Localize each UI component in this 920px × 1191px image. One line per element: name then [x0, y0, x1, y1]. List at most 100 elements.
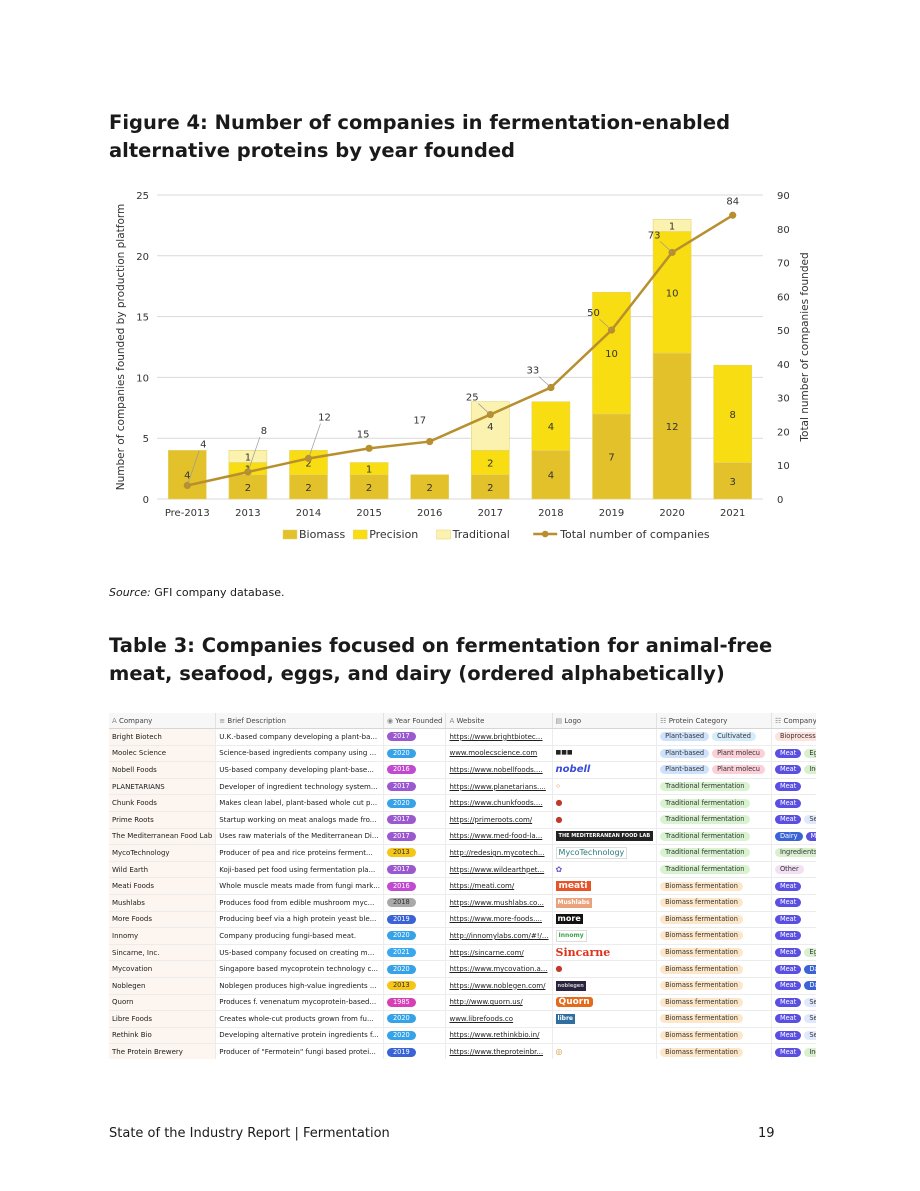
year-cell[interactable]: 2018 [383, 894, 447, 912]
company-focus-cell[interactable]: MeatSeafood [771, 811, 816, 829]
description-cell[interactable]: Koji-based pet food using fermentation p… [215, 861, 384, 879]
protein-category-cell[interactable]: Traditional fermentation [656, 794, 772, 812]
column-header[interactable]: A Company [109, 713, 217, 729]
protein-category-cell[interactable]: Traditional fermentation [656, 861, 772, 879]
protein-category-cell[interactable]: Plant-based Plant molecu [656, 745, 772, 763]
table-row[interactable]: Innomy Company producing fungi-based meat… [109, 927, 816, 945]
year-cell[interactable]: 2017 [383, 828, 447, 846]
year-cell[interactable]: 2020 [383, 794, 447, 812]
website-cell[interactable]: https://www.noblegen.com/ [445, 977, 553, 995]
year-cell[interactable]: 2020 [383, 745, 447, 763]
company-focus-cell[interactable]: MeatIngredients and i [771, 1043, 816, 1059]
protein-category-cell[interactable]: Biomass fermentation [656, 960, 772, 978]
table-row[interactable]: Quorn Produces f. venenatum mycoprotein-b… [109, 994, 816, 1012]
year-cell[interactable]: 2020 [383, 927, 447, 945]
website-cell[interactable]: www.librefoods.co [445, 1010, 553, 1028]
company-focus-cell[interactable]: MeatDairyIngredie [771, 960, 816, 978]
protein-category-cell[interactable]: Biomass fermentation [656, 911, 772, 929]
website-cell[interactable]: https://www.theproteinbr... [445, 1043, 553, 1059]
logo-cell[interactable]: Innomy [552, 927, 658, 945]
year-cell[interactable]: 2017 [383, 728, 447, 746]
description-cell[interactable]: Developer of ingredient technology syste… [215, 778, 384, 796]
year-cell[interactable]: 2016 [383, 877, 447, 895]
website-cell[interactable]: https://www.nobellfoods.... [445, 761, 553, 779]
year-cell[interactable]: 2019 [383, 911, 447, 929]
company-cell[interactable]: Mushlabs [109, 894, 217, 912]
description-cell[interactable]: Singapore based mycoprotein technology c… [215, 960, 384, 978]
logo-cell[interactable]: nobell [552, 761, 658, 779]
protein-category-cell[interactable]: Traditional fermentation [656, 844, 772, 862]
year-cell[interactable]: 2016 [383, 761, 447, 779]
logo-cell[interactable]: libre [552, 1010, 658, 1028]
description-cell[interactable]: Producing beef via a high protein yeast … [215, 911, 384, 929]
company-cell[interactable]: Chunk Foods [109, 794, 217, 812]
company-cell[interactable]: The Mediterranean Food Lab [109, 828, 217, 846]
website-cell[interactable]: https://www.planetarians.... [445, 778, 553, 796]
company-focus-cell[interactable]: Bioprocessing infrastru... [771, 728, 816, 746]
protein-category-cell[interactable]: Biomass fermentation [656, 977, 772, 995]
logo-cell[interactable]: MycoTechnology [552, 844, 658, 862]
table-row[interactable]: Nobell Foods US-based company developing … [109, 761, 816, 779]
description-cell[interactable]: Makes clean label, plant-based whole cut… [215, 794, 384, 812]
table-row[interactable]: PLANETARIANS Developer of ingredient tech… [109, 778, 816, 796]
logo-cell[interactable]: THE MEDITERRANEAN FOOD LAB [552, 828, 658, 846]
website-cell[interactable]: http://www.quorn.us/ [445, 994, 553, 1012]
description-cell[interactable]: Uses raw materials of the Mediterranean … [215, 828, 384, 846]
company-focus-cell[interactable]: Meat [771, 927, 816, 945]
website-cell[interactable]: https://www.wildearthpet... [445, 861, 553, 879]
website-cell[interactable]: http://innomylabs.com/#!/... [445, 927, 553, 945]
company-focus-cell[interactable]: MeatDairyIngredie [771, 977, 816, 995]
company-cell[interactable]: Sincarne, Inc. [109, 944, 217, 962]
table-row[interactable]: The Protein Brewery Producer of "Fermotei… [109, 1043, 816, 1059]
company-cell[interactable]: Moolec Science [109, 745, 217, 763]
company-cell[interactable]: Prime Roots [109, 811, 217, 829]
year-cell[interactable]: 2021 [383, 944, 447, 962]
company-focus-cell[interactable]: Meat [771, 911, 816, 929]
table-row[interactable]: Mycovation Singapore based mycoprotein te… [109, 960, 816, 978]
protein-category-cell[interactable]: Biomass fermentation [656, 894, 772, 912]
table-row[interactable]: MycoTechnology Producer of pea and rice p… [109, 844, 816, 862]
table-row[interactable]: Mushlabs Produces food from edible mushro… [109, 894, 816, 912]
company-focus-cell[interactable]: MeatIngredients and i [771, 761, 816, 779]
website-cell[interactable]: https://sincarne.com/ [445, 944, 553, 962]
company-cell[interactable]: Nobell Foods [109, 761, 217, 779]
company-cell[interactable]: Wild Earth [109, 861, 217, 879]
table-row[interactable]: Libre Foods Creates whole-cut products gr… [109, 1010, 816, 1028]
company-focus-cell[interactable]: MeatEggsDairy [771, 745, 816, 763]
year-cell[interactable]: 2017 [383, 811, 447, 829]
website-cell[interactable]: www.moolecscience.com [445, 745, 553, 763]
year-cell[interactable]: 1985 [383, 994, 447, 1012]
table-row[interactable]: More Foods Producing beef via a high prot… [109, 911, 816, 929]
protein-category-cell[interactable]: Biomass fermentation [656, 1010, 772, 1028]
website-cell[interactable]: https://www.mushlabs.co... [445, 894, 553, 912]
description-cell[interactable]: Developing alternative protein ingredien… [215, 1027, 384, 1045]
logo-cell[interactable]: Sincarne [552, 944, 658, 962]
description-cell[interactable]: US-based company developing plant-base..… [215, 761, 384, 779]
table-row[interactable]: The Mediterranean Food Lab Uses raw mater… [109, 828, 816, 846]
website-cell[interactable]: https://meati.com/ [445, 877, 553, 895]
website-cell[interactable]: https://www.more-foods.... [445, 911, 553, 929]
company-cell[interactable]: Quorn [109, 994, 217, 1012]
logo-cell[interactable]: Quorn [552, 994, 658, 1012]
company-cell[interactable]: The Protein Brewery [109, 1043, 217, 1059]
table-row[interactable]: Chunk Foods Makes clean label, plant-base… [109, 794, 816, 812]
table-row[interactable]: Sincarne, Inc. US-based company focused o… [109, 944, 816, 962]
website-cell[interactable]: https://www.brightbiotec... [445, 728, 553, 746]
website-cell[interactable]: https://www.med-food-la... [445, 828, 553, 846]
company-cell[interactable]: Innomy [109, 927, 217, 945]
year-cell[interactable]: 2020 [383, 1027, 447, 1045]
company-focus-cell[interactable]: Meat [771, 894, 816, 912]
company-focus-cell[interactable]: Meat [771, 778, 816, 796]
column-header[interactable]: ▤ Logo [552, 713, 658, 729]
description-cell[interactable]: Whole muscle meats made from fungi mark.… [215, 877, 384, 895]
description-cell[interactable]: Company producing fungi-based meat. [215, 927, 384, 945]
company-focus-cell[interactable]: Ingredients and inputs [771, 844, 816, 862]
logo-cell[interactable] [552, 1027, 658, 1045]
logo-cell[interactable]: more [552, 911, 658, 929]
logo-cell[interactable] [552, 728, 658, 746]
logo-cell[interactable]: meati [552, 877, 658, 895]
company-cell[interactable]: MycoTechnology [109, 844, 217, 862]
table-row[interactable]: Bright Biotech U.K.-based company develop… [109, 728, 816, 746]
company-cell[interactable]: Meati Foods [109, 877, 217, 895]
year-cell[interactable]: 2013 [383, 977, 447, 995]
